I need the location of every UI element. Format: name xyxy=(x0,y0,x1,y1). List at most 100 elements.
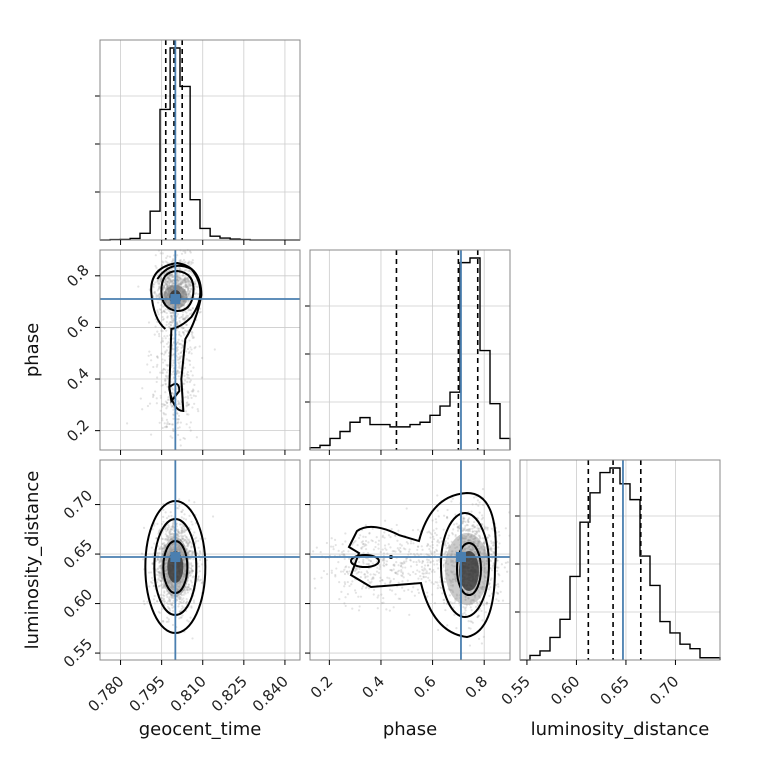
sample-point xyxy=(149,571,153,574)
sample-point xyxy=(392,563,395,567)
sample-point xyxy=(172,282,175,286)
sample-point xyxy=(446,542,450,545)
sample-point xyxy=(165,425,168,428)
sample-point xyxy=(383,561,386,565)
sample-point xyxy=(497,546,500,549)
sample-point xyxy=(172,281,175,284)
sample-point xyxy=(170,314,173,317)
sample-point xyxy=(172,599,175,602)
sample-point xyxy=(171,436,174,439)
sample-point xyxy=(186,290,189,293)
sample-point xyxy=(189,284,192,287)
x-tick-label: 0.840 xyxy=(249,672,292,715)
sample-point xyxy=(167,354,170,358)
sample-point xyxy=(191,388,195,391)
sample-point xyxy=(160,303,163,307)
sample-point xyxy=(387,534,391,537)
sample-point xyxy=(204,537,207,540)
sample-point xyxy=(449,601,452,604)
sample-point xyxy=(156,294,159,298)
sample-point xyxy=(190,396,193,400)
sample-point xyxy=(179,421,182,424)
sample-point xyxy=(436,509,439,512)
sample-point xyxy=(179,438,182,441)
sample-point xyxy=(428,548,431,551)
sample-point xyxy=(186,286,189,289)
sample-point xyxy=(467,620,470,623)
sample-point xyxy=(388,609,391,612)
sample-point xyxy=(171,279,175,282)
sample-point xyxy=(192,394,195,397)
sample-point xyxy=(438,541,441,544)
sample-point xyxy=(187,295,190,298)
sample-point xyxy=(474,605,478,608)
y-tick-label: 0.55 xyxy=(60,635,96,671)
sample-point xyxy=(190,271,193,274)
sample-point xyxy=(163,426,167,429)
sample-point xyxy=(462,517,465,520)
sample-point xyxy=(445,547,448,550)
sample-point xyxy=(177,433,180,437)
sample-point xyxy=(192,601,196,604)
sample-point xyxy=(158,281,161,285)
sample-point xyxy=(159,396,163,399)
sample-point xyxy=(154,254,157,257)
sample-point xyxy=(164,403,167,407)
sample-point xyxy=(408,613,411,616)
sample-point xyxy=(353,541,356,544)
sample-point xyxy=(411,529,415,532)
sample-point xyxy=(165,418,169,421)
sample-point xyxy=(183,277,187,280)
sample-point xyxy=(191,584,194,587)
sample-point xyxy=(177,276,180,279)
sample-point xyxy=(184,251,187,255)
sample-point xyxy=(427,544,430,547)
sample-point xyxy=(383,565,386,568)
sample-point xyxy=(164,337,167,340)
sample-point xyxy=(200,376,204,379)
y-tick-label: 0.65 xyxy=(60,536,96,572)
sample-point xyxy=(182,517,185,520)
sample-point xyxy=(359,575,362,579)
sample-point xyxy=(166,398,170,401)
sample-point xyxy=(179,356,182,359)
sample-point xyxy=(171,609,175,613)
sample-point xyxy=(178,595,182,599)
sample-point xyxy=(409,565,413,568)
sample-point xyxy=(178,406,181,409)
sample-point xyxy=(406,579,409,582)
sample-point xyxy=(371,562,374,565)
sample-point xyxy=(190,262,193,265)
sample-point xyxy=(184,396,187,399)
x-tick-label: 0.810 xyxy=(167,672,210,715)
sample-point xyxy=(426,561,429,564)
sample-point xyxy=(367,541,370,544)
sample-point xyxy=(163,359,166,362)
sample-point xyxy=(435,527,438,530)
sample-point xyxy=(164,537,167,541)
sample-point xyxy=(479,537,482,540)
sample-point xyxy=(489,559,493,563)
sample-point xyxy=(169,280,172,283)
sample-point xyxy=(159,394,162,397)
sample-point xyxy=(390,568,393,572)
sample-point xyxy=(172,317,175,320)
sample-point xyxy=(169,274,172,277)
sample-point xyxy=(171,423,174,426)
sample-point xyxy=(183,437,186,440)
sample-point xyxy=(475,531,479,534)
sample-point xyxy=(490,546,493,549)
sample-point xyxy=(425,570,428,573)
sample-point xyxy=(161,286,165,290)
sample-point xyxy=(169,277,172,281)
sample-point xyxy=(312,550,315,553)
sample-point xyxy=(167,279,170,282)
sample-point xyxy=(407,553,410,556)
sample-point xyxy=(169,280,172,283)
sample-point xyxy=(416,548,419,552)
sample-point xyxy=(182,436,185,440)
sample-point xyxy=(167,278,170,281)
sample-point xyxy=(199,551,202,554)
sample-point xyxy=(410,590,413,593)
sample-point xyxy=(481,619,484,622)
